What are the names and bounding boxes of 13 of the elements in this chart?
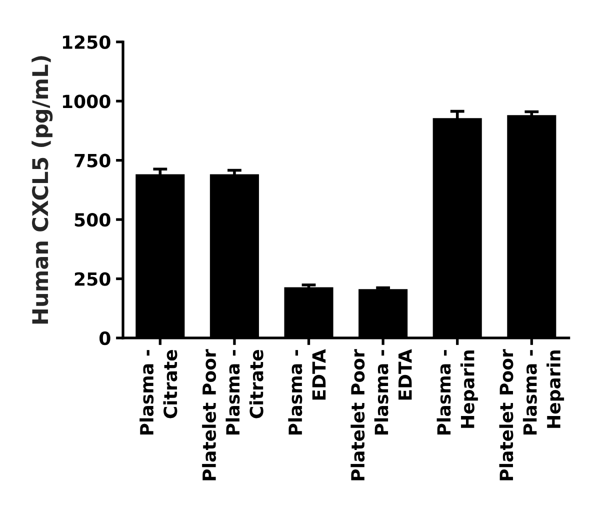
x-tick-label: Plasma - Heparin — [436, 350, 478, 435]
x-tick-label: Platelet Poor Plasma - Citrate — [202, 349, 264, 480]
x-tick-label: Plasma - Citrate — [140, 350, 178, 435]
y-tick-label: 1250 — [62, 35, 110, 50]
y-tick-label: 250 — [74, 272, 110, 286]
x-tick-label: Plasma - EDTA — [288, 349, 326, 435]
y-tick-label: 1000 — [62, 94, 110, 108]
y-axis-title: Human CXCL5 (pg/mL) — [32, 56, 53, 324]
x-tick-label: Platelet Poor Plasma - Heparin — [499, 349, 564, 480]
y-tick-label: 500 — [74, 213, 110, 227]
y-tick-label: 0 — [99, 331, 110, 346]
x-tick-label: Platelet Poor Plasma - EDTA — [350, 349, 412, 480]
y-tick-label: 750 — [74, 154, 110, 168]
